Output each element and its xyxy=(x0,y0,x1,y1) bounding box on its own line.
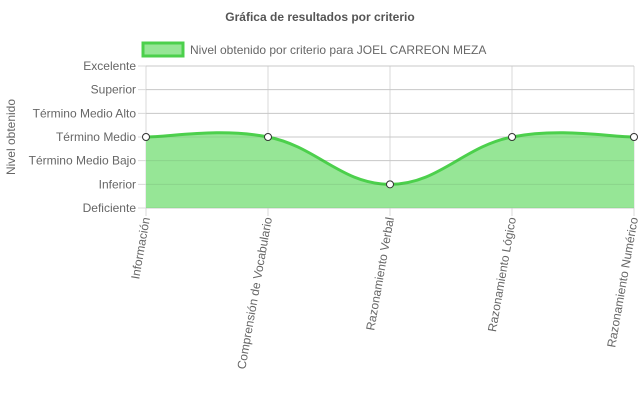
x-tick-label: Razonamiento Numérico xyxy=(604,216,639,349)
x-axis: Información Comprensión de Vocabulario Raz… xyxy=(128,216,639,371)
y-tick-label: Término Medio xyxy=(56,130,136,144)
x-tick-label: Razonamiento Lógico xyxy=(485,216,519,333)
x-tick-label: Información xyxy=(128,216,153,280)
y-tick-label: Término Medio Alto xyxy=(33,106,137,120)
legend-label: Nivel obtenido por criterio para JOEL CA… xyxy=(190,43,486,57)
x-tick-label: Comprensión de Vocabulario xyxy=(234,216,275,371)
data-point[interactable] xyxy=(386,180,394,189)
y-tick-label: Término Medio Bajo xyxy=(29,154,137,168)
data-point[interactable] xyxy=(508,133,516,141)
legend-swatch xyxy=(141,41,185,58)
y-tick-label: Inferior xyxy=(99,177,136,191)
plot-area xyxy=(142,65,638,209)
y-axis: Deficiente Inferior Término Medio Bajo Térm… xyxy=(29,59,137,215)
x-tick-label: Razonamiento Verbal xyxy=(363,216,397,331)
data-point[interactable] xyxy=(142,133,150,141)
chart-title: Gráfica de resultados por criterio xyxy=(225,10,414,24)
y-tick-label: Superior xyxy=(91,83,136,97)
y-tick-label: Deficiente xyxy=(83,201,137,215)
data-point[interactable] xyxy=(630,133,638,141)
y-axis-title: Nivel obtenido xyxy=(4,99,18,175)
data-point[interactable] xyxy=(264,133,272,141)
y-tick-label: Excelente xyxy=(83,59,136,73)
series-area-fill xyxy=(146,132,634,208)
legend[interactable]: Nivel obtenido por criterio para JOEL CA… xyxy=(141,41,486,58)
